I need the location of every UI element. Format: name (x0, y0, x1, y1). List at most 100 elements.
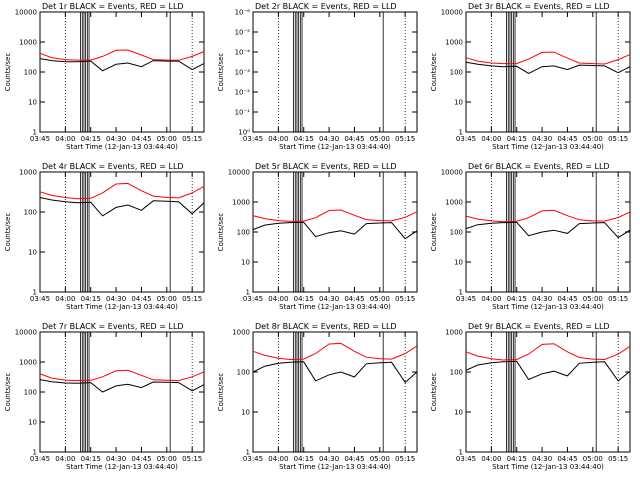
x-tick-label: 05:00 (157, 295, 177, 303)
y-tick-label: 10 (241, 409, 250, 417)
x-tick-label: 04:45 (131, 135, 151, 143)
x-tick-label: 03:45 (243, 295, 263, 303)
events-series-line (39, 379, 205, 393)
events-series-line (465, 61, 631, 74)
x-tick-label: 05:15 (608, 135, 628, 143)
x-tick-label: 03:45 (456, 455, 476, 463)
x-tick-label: 05:00 (370, 135, 390, 143)
panel-title: Det 7r BLACK = Events, RED = LLD (42, 322, 184, 331)
y-tick-label: 100 (450, 69, 463, 77)
x-tick-label: 04:15 (507, 455, 527, 463)
events-series-line (252, 221, 418, 240)
x-tick-label: 03:45 (30, 135, 50, 143)
y-tick-label: 1 (33, 289, 37, 297)
y-axis-label: Counts/sec (217, 213, 225, 252)
x-tick-label: 04:00 (55, 455, 75, 463)
panel-4: Det 4r BLACK = Events, RED = LLD 1 10 100 10… (4, 162, 205, 311)
x-tick-label: 05:15 (395, 135, 415, 143)
x-tick-label: 05:15 (182, 135, 202, 143)
x-tick-label: 05:00 (583, 455, 603, 463)
x-tick-label: 04:00 (481, 295, 501, 303)
y-tick-label: 100 (450, 229, 463, 237)
x-tick-label: 05:00 (370, 455, 390, 463)
panel-title: Det 5r BLACK = Events, RED = LLD (255, 162, 397, 171)
x-tick-label: 03:45 (243, 455, 263, 463)
y-tick-label: 10 (28, 249, 37, 257)
y-tick-label: 10⁰ (238, 129, 250, 137)
lld-series-line (465, 209, 631, 223)
x-axis-label: Start Time (12-Jan-13 03:44:40) (492, 143, 604, 151)
x-axis-label: Start Time (12-Jan-13 03:44:40) (66, 143, 178, 151)
x-tick-label: 04:15 (81, 455, 101, 463)
x-tick-label: 04:45 (557, 135, 577, 143)
y-axis-label: Counts/sec (217, 53, 225, 92)
lld-series-line (252, 342, 418, 361)
y-axis-label: Counts/sec (217, 373, 225, 412)
y-tick-label: 10 (28, 419, 37, 427)
plot-frame (465, 11, 631, 133)
y-axis-label: Counts/sec (4, 213, 12, 252)
y-tick-label: 1 (459, 129, 463, 137)
panel-title: Det 2r BLACK = Events, RED = LLD (255, 2, 397, 11)
panel-9: Det 9r BLACK = Events, RED = LLD 1 10 100 10… (430, 322, 631, 471)
x-tick-label: 04:45 (557, 455, 577, 463)
x-tick-label: 03:45 (456, 295, 476, 303)
y-tick-label: 1 (33, 449, 37, 457)
y-tick-label: 1000 (445, 199, 463, 207)
x-tick-label: 04:00 (55, 135, 75, 143)
lld-series-line (465, 51, 631, 65)
x-tick-label: 04:30 (532, 455, 552, 463)
x-tick-label: 04:00 (481, 455, 501, 463)
x-tick-label: 05:15 (608, 295, 628, 303)
x-tick-label: 04:45 (131, 455, 151, 463)
x-tick-label: 04:30 (532, 295, 552, 303)
y-tick-label: 1 (246, 449, 250, 457)
lld-series-line (39, 182, 205, 200)
x-axis-label: Start Time (12-Jan-13 03:44:40) (66, 463, 178, 471)
panel-title: Det 1r BLACK = Events, RED = LLD (42, 2, 184, 11)
y-tick-label: 1000 (19, 359, 37, 367)
x-tick-label: 04:15 (507, 295, 527, 303)
plot-frame (252, 331, 418, 453)
x-axis-label: Start Time (12-Jan-13 03:44:40) (279, 463, 391, 471)
plot-frame (465, 331, 631, 453)
x-tick-label: 04:15 (294, 295, 314, 303)
x-tick-label: 04:45 (344, 295, 364, 303)
y-tick-label: 100 (24, 389, 37, 397)
events-series-line (465, 221, 631, 239)
y-tick-label: 100 (450, 369, 463, 377)
x-tick-label: 05:00 (157, 455, 177, 463)
y-tick-label: 10 (28, 99, 37, 107)
x-tick-label: 04:00 (481, 135, 501, 143)
panel-title: Det 9r BLACK = Events, RED = LLD (468, 322, 610, 331)
y-tick-label: 10⁻⁶ (235, 9, 251, 17)
lld-series-line (39, 49, 205, 61)
x-axis-label: Start Time (12-Jan-13 03:44:40) (492, 303, 604, 311)
events-series-line (39, 197, 205, 217)
y-tick-label: 10 (454, 259, 463, 267)
x-tick-label: 04:30 (319, 135, 339, 143)
y-tick-label: 10 (454, 409, 463, 417)
lld-series-line (39, 369, 205, 382)
y-axis-label: Counts/sec (430, 213, 438, 252)
y-tick-label: 10⁻⁴ (235, 49, 251, 57)
y-tick-label: 1 (246, 289, 250, 297)
x-tick-label: 03:45 (30, 295, 50, 303)
x-tick-label: 05:15 (395, 295, 415, 303)
y-tick-label: 1000 (19, 169, 37, 177)
plot-frame (39, 331, 205, 453)
y-axis-label: Counts/sec (4, 373, 12, 412)
plot-frame (39, 171, 205, 293)
y-tick-label: 10000 (441, 9, 463, 17)
y-tick-label: 1000 (445, 329, 463, 337)
x-tick-label: 04:30 (319, 295, 339, 303)
panel-6: Det 6r BLACK = Events, RED = LLD 1 10 100 10… (430, 162, 631, 311)
y-tick-label: 100 (237, 369, 250, 377)
plot-frame (252, 11, 418, 133)
y-tick-label: 1 (459, 289, 463, 297)
events-series-line (252, 361, 418, 384)
x-tick-label: 04:30 (532, 135, 552, 143)
y-axis-label: Counts/sec (4, 53, 12, 92)
y-tick-label: 1000 (232, 329, 250, 337)
